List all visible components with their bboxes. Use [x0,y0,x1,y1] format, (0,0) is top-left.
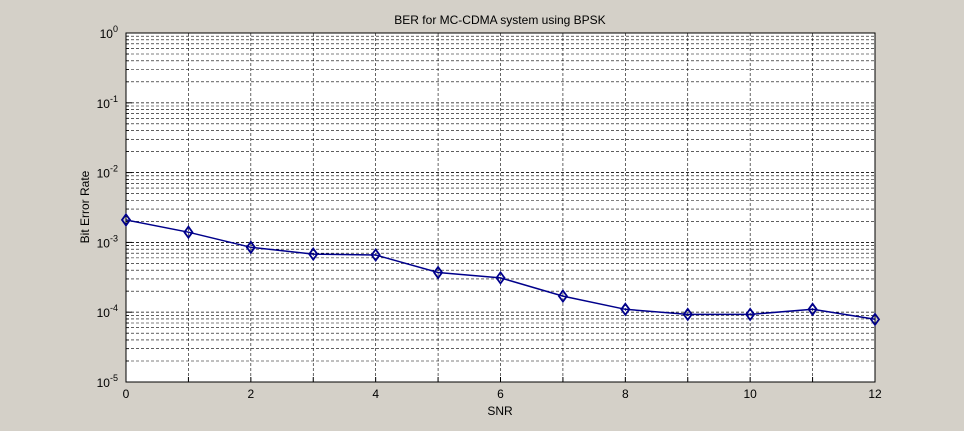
x-tick-label: 0 [123,387,130,401]
series-layer [120,212,881,327]
y-tick-label: 100 [100,24,118,41]
x-tick-label: 2 [247,387,254,401]
y-tick-label: 10-2 [97,164,118,181]
grid-lines [126,33,875,382]
data-point-marker [120,212,132,227]
data-point-marker [370,247,381,263]
axis-ticks: 0 2 4 6 8 10 12 100 10-1 10-2 10-3 10-4 10-5 [97,24,882,401]
x-axis-label: SNR [487,404,513,418]
chart-title: BER for MC-CDMA system using BPSK [394,13,605,27]
y-tick-label: 10-4 [97,303,118,320]
data-point-marker [557,289,569,304]
data-point-marker [495,270,506,285]
data-point-marker [682,307,693,322]
x-tick-label: 6 [497,387,504,401]
data-point-marker [869,312,881,327]
data-point-marker [183,225,194,240]
x-tick-label: 8 [622,387,629,401]
series-line [125,219,876,321]
x-tick-label: 12 [868,387,882,401]
data-point-marker [620,302,631,317]
data-point-marker [432,265,444,280]
y-axis-label: Bit Error Rate [78,170,92,243]
data-point-marker [308,247,319,262]
data-point-marker [245,240,256,255]
x-tick-label: 10 [743,387,757,401]
data-point-marker [807,302,818,317]
x-tick-label: 4 [372,387,379,401]
y-tick-label: 10-5 [97,373,118,390]
y-tick-label: 10-3 [97,233,118,250]
data-point-marker [745,307,756,322]
y-tick-label: 10-1 [97,94,118,111]
